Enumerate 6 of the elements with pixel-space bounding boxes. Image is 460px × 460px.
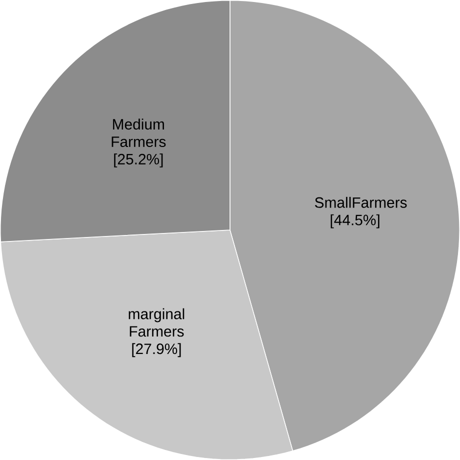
slice-label: SmallFarmers	[315, 196, 407, 208]
data-label: [44.5%]	[330, 214, 380, 228]
slice-label: marginal Farmers	[128, 308, 184, 337]
data-label: [25.2%]	[114, 153, 163, 168]
data-label: [27.9%]	[132, 343, 181, 358]
slice-label: Medium Farmers	[112, 118, 166, 148]
